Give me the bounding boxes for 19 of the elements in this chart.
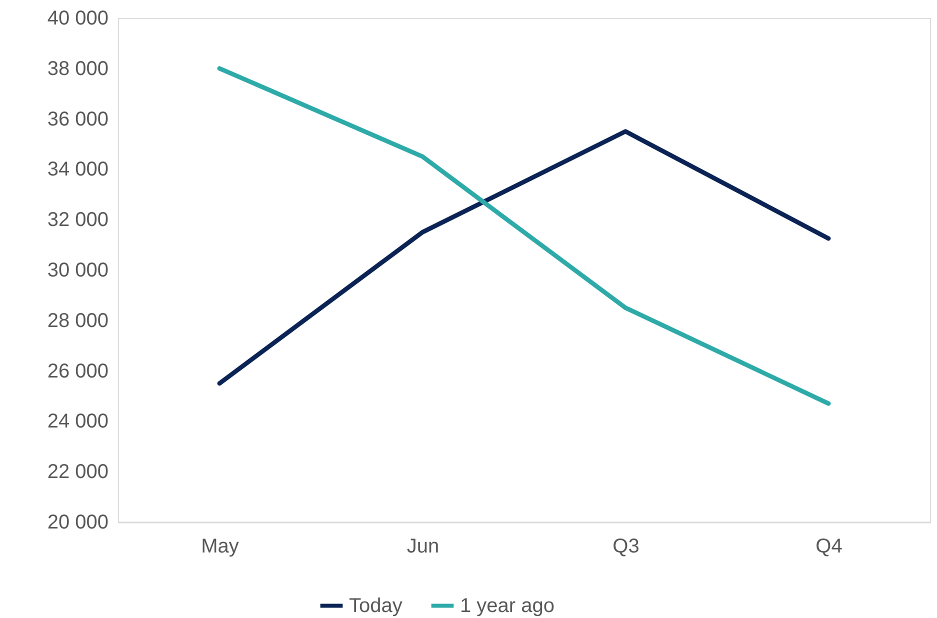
y-tick-label: 22 000 (47, 461, 108, 484)
y-tick-label: 32 000 (47, 209, 108, 232)
line-series (217, 66, 831, 406)
y-tick-label: 30 000 (47, 260, 108, 282)
legend-label: Today (349, 594, 402, 617)
y-tick-label: 38 000 (47, 58, 108, 80)
x-tick-label: Q3 (612, 536, 640, 558)
y-tick-label: 36 000 (47, 108, 108, 130)
line-series (217, 129, 831, 386)
x-tick-label: Jun (406, 536, 440, 558)
legend-label: 1 year ago (460, 594, 555, 617)
x-tick-label: May (201, 536, 239, 558)
y-tick-label: 40 000 (47, 8, 108, 30)
y-tick-label: 28 000 (47, 310, 108, 332)
y-tick-label: 24 000 (47, 410, 108, 433)
y-tick-label: 20 000 (47, 512, 108, 534)
y-tick-label: 34 000 (47, 158, 108, 181)
y-tick-label: 26 000 (47, 360, 108, 382)
x-tick-label: Q4 (816, 536, 842, 558)
